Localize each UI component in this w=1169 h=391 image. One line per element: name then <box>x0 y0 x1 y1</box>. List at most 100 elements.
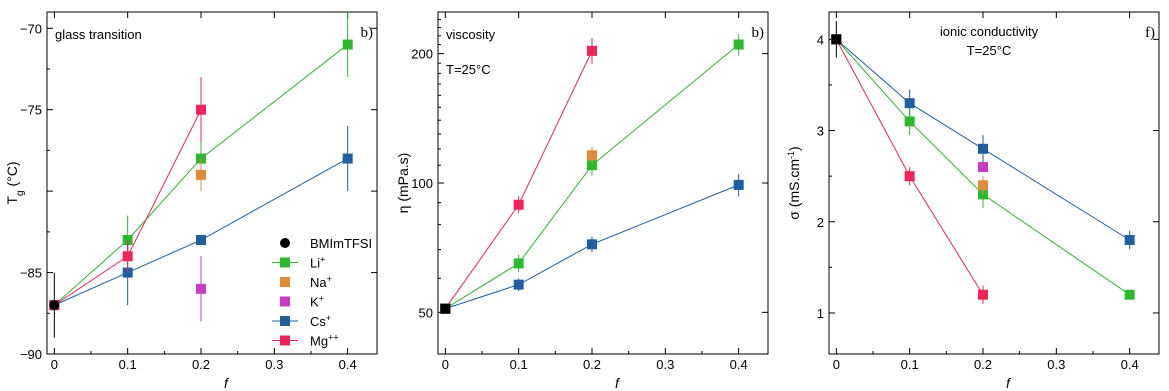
legend-label-base: Na <box>310 275 327 290</box>
series-line <box>836 38 1130 241</box>
legend-item-bmimtfsi: BMImTFSI <box>280 236 372 251</box>
x-tick-label: 0.2 <box>974 357 992 372</box>
x-tick-label: 0.2 <box>192 357 210 372</box>
y-axis-label: Tg (°C) <box>4 161 26 204</box>
series-bmimtfsi <box>49 272 60 338</box>
legend-label: Na+ <box>310 274 332 290</box>
legend-label-sup: + <box>326 313 331 323</box>
data-point <box>196 235 206 245</box>
data-point <box>978 162 988 173</box>
data-point <box>196 169 206 180</box>
legend-label: K+ <box>310 294 324 310</box>
x-tick-label: 0.1 <box>901 357 919 372</box>
series-cs <box>831 34 1135 250</box>
y-tick-label: −75 <box>20 103 42 118</box>
y-axis-label: σ (mS.cm-1) <box>786 146 802 219</box>
y-axis-label-base: T <box>4 196 20 205</box>
data-point <box>587 239 597 250</box>
data-point <box>904 98 915 109</box>
data-point <box>1124 289 1135 300</box>
y-tick-label: 100 <box>411 176 433 191</box>
chart-title: glass transition <box>55 27 142 42</box>
y-axis-label-rest: (°C) <box>4 161 20 190</box>
series-line <box>445 184 739 310</box>
data-point <box>342 39 353 50</box>
series-na <box>196 158 206 192</box>
series-na <box>587 147 597 164</box>
data-point <box>513 199 524 210</box>
chart-subtitle: T=25°C <box>446 62 491 77</box>
data-point <box>733 179 744 190</box>
data-point <box>978 143 988 154</box>
y-tick-label: −85 <box>20 266 42 281</box>
y-tick-label: 4 <box>817 32 824 47</box>
data-point <box>904 171 915 182</box>
data-point <box>49 300 60 311</box>
x-tick-label: 0.3 <box>265 357 283 372</box>
legend-item-cs: Cs+ <box>272 313 331 329</box>
data-point <box>587 150 597 161</box>
x-tick-label: 0.2 <box>583 357 601 372</box>
legend-item-mg: Mg++ <box>272 333 339 349</box>
y-axis-label-rest: (mPa.s) <box>395 153 411 206</box>
y-tick-label: 1 <box>817 306 824 321</box>
legend-marker <box>280 335 290 346</box>
data-point <box>587 160 597 171</box>
legend-label: Cs+ <box>310 313 331 329</box>
y-tick-label: 3 <box>817 124 824 139</box>
panel-viscosity: 0 0.1 0.2 0.3 0.4 50 100 200 f η (mPa.s) viscosity… <box>395 11 769 391</box>
y-tick-label: −90 <box>20 347 42 362</box>
series-bmimtfsi <box>440 303 451 314</box>
panel-label: b) <box>361 25 374 41</box>
panel-label: f) <box>1145 25 1155 41</box>
y-tick-label: 50 <box>419 305 433 320</box>
legend-label-sup: ++ <box>328 333 339 343</box>
plot-frame <box>828 11 1160 355</box>
series-mg <box>831 34 988 304</box>
x-tick-label: 0 <box>833 357 840 372</box>
plot-frame <box>46 11 378 355</box>
data-point <box>342 153 353 164</box>
panel-label: b) <box>752 25 765 41</box>
legend-marker <box>280 277 290 287</box>
y-axis-label: η (mPa.s) <box>395 153 411 214</box>
y-axis-label-sub: g <box>15 190 26 196</box>
x-tick-label: 0.1 <box>119 357 137 372</box>
series-line <box>54 158 348 306</box>
x-axis-label: f <box>1006 375 1012 391</box>
x-tick-label: 0 <box>442 357 449 372</box>
series-line <box>835 39 1130 296</box>
x-tick-label: 0.3 <box>1047 357 1065 372</box>
legend-label-base: Li <box>310 256 320 271</box>
chart-title: viscosity <box>446 27 496 42</box>
series-k <box>196 256 206 322</box>
legend-label-sup: + <box>327 274 332 284</box>
series-mg <box>440 38 597 314</box>
y-tick-label: 2 <box>817 215 824 230</box>
x-tick-label: 0.4 <box>339 357 357 372</box>
legend-label-sup: + <box>320 255 325 265</box>
data-point <box>513 279 524 290</box>
panel-ionic-conductivity: 0 0.1 0.2 0.3 0.4 1 2 3 4 f σ (mS.cm-1) ionic condu… <box>786 11 1160 391</box>
data-point <box>978 289 988 300</box>
data-point <box>904 116 915 127</box>
x-axis-label: f <box>615 375 621 391</box>
panel-glass-transition: 0 0.1 0.2 0.3 0.4 −90 −85 −75 −70 f Tg (°C) glass t… <box>4 11 378 391</box>
x-tick-label: 0 <box>51 357 58 372</box>
data-point <box>440 303 451 314</box>
y-tick-label: 200 <box>411 47 433 62</box>
x-tick-label: 0.4 <box>730 357 748 372</box>
y-tick-label: −70 <box>20 21 42 36</box>
legend-label: Li+ <box>310 255 325 271</box>
y-axis-label-base: σ (mS.cm <box>786 159 802 220</box>
legend-item-na: Na+ <box>280 274 332 290</box>
x-axis-label: f <box>224 375 230 391</box>
legend-item-k: K+ <box>280 294 324 310</box>
data-point <box>978 180 988 191</box>
data-point <box>733 39 744 50</box>
legend-item-li: Li+ <box>272 255 325 271</box>
series-bmimtfsi <box>831 21 842 58</box>
legend-marker <box>280 238 290 248</box>
